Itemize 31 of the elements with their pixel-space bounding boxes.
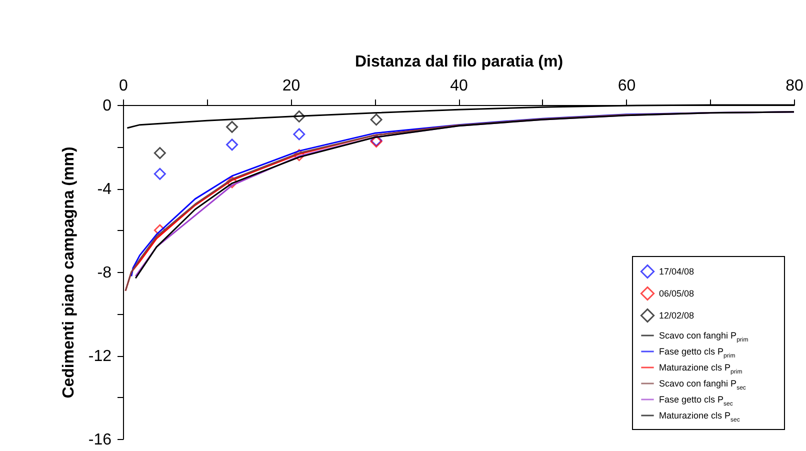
y-tick-label: -8 xyxy=(97,264,112,282)
y-tick-label: 0 xyxy=(102,98,112,114)
point xyxy=(293,128,306,140)
point xyxy=(154,224,166,236)
x-tick-label: 0 xyxy=(119,78,128,94)
point xyxy=(154,168,166,180)
x-tick-label: 40 xyxy=(450,78,468,94)
x-tick-label: 80 xyxy=(786,78,804,94)
y-tick-label: -12 xyxy=(88,348,112,365)
legend-label: 17/04/08 xyxy=(659,266,694,276)
y-axis-title: Cedimenti piano campagna (mm) xyxy=(60,146,78,398)
point xyxy=(226,138,238,151)
point xyxy=(370,114,382,126)
point xyxy=(226,120,238,133)
legend-label: 12/02/08 xyxy=(659,310,694,320)
legend-label: Maturazione cls P$_{sec}$ xyxy=(659,410,740,424)
legend-label: 06/05/08 xyxy=(659,288,694,298)
x-tick-label: 60 xyxy=(618,78,636,94)
y-tick-label: -16 xyxy=(88,432,112,448)
legend-label: Fase getto cls P$_{sec}$ xyxy=(659,394,733,408)
legend-label: Maturazione cls P$_{prim}$ xyxy=(659,362,742,376)
point xyxy=(293,110,306,122)
legend-label: Scavo con fanghi P$_{sec}$ xyxy=(659,378,746,392)
point xyxy=(293,149,306,162)
x-tick-label: 20 xyxy=(282,78,300,94)
legend-label: Scavo con fanghi P$_{prim}$ xyxy=(659,330,748,344)
y-tick-label: -4 xyxy=(97,181,112,198)
point xyxy=(226,176,238,188)
x-axis-title: Distanza dal filo paratia (m) xyxy=(354,54,564,70)
point xyxy=(154,147,166,160)
legend-label: Fase getto cls P$_{prim}$ xyxy=(659,346,736,360)
